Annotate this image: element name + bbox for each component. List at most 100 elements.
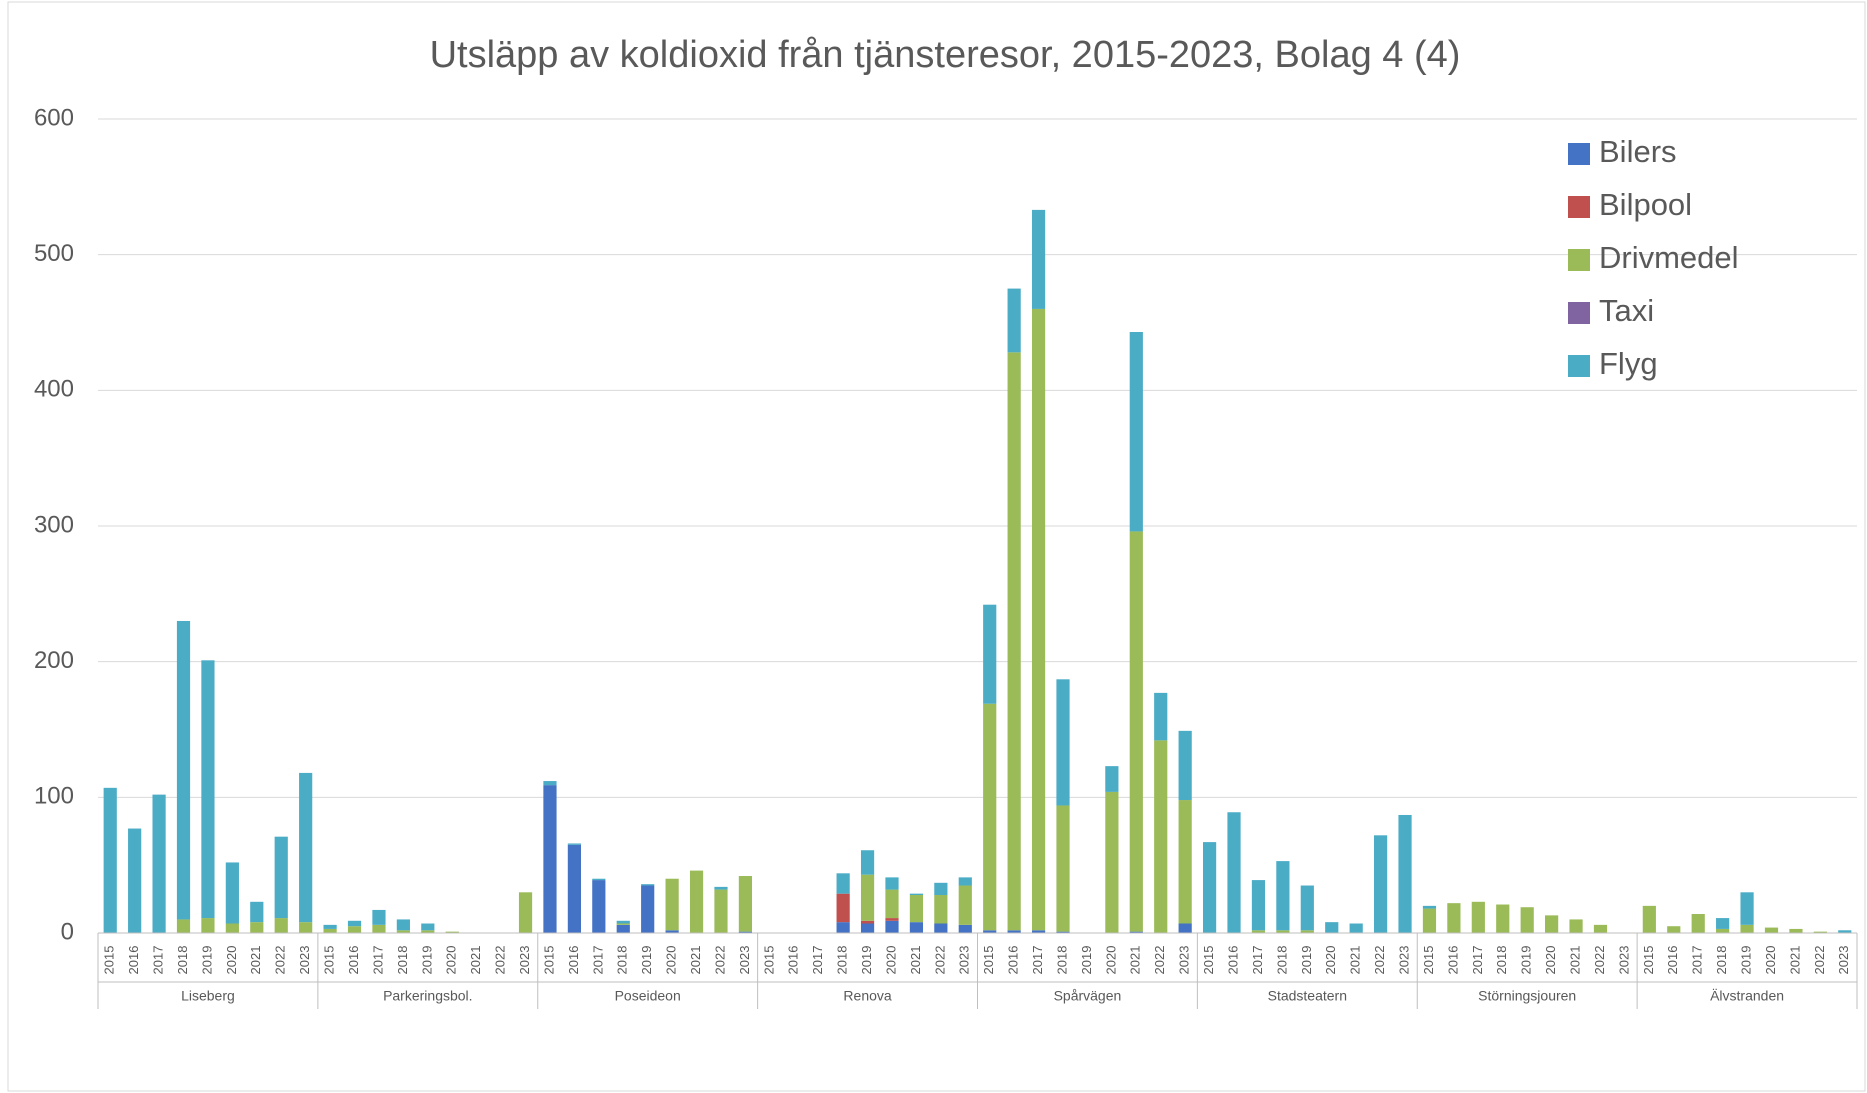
bar-segment xyxy=(665,930,679,933)
x-tick-label: 2022 xyxy=(1812,946,1827,975)
legend-swatch xyxy=(1568,249,1590,271)
bar-segment xyxy=(1227,812,1241,933)
bar-segment xyxy=(1056,805,1070,932)
x-tick-label: 2019 xyxy=(859,946,874,975)
x-tick-label: 2020 xyxy=(883,946,898,975)
bar-segment xyxy=(909,895,924,923)
bar-segment xyxy=(1545,915,1559,933)
bar-segment xyxy=(1154,692,1168,741)
bar-segment xyxy=(152,794,166,933)
bar-segment xyxy=(616,923,630,925)
bar-segment xyxy=(1691,914,1705,933)
x-tick-label: 2021 xyxy=(1567,946,1582,975)
x-tick-label: 2015 xyxy=(761,946,776,975)
bar-segment xyxy=(860,850,875,875)
bar-segment xyxy=(128,828,142,933)
x-tick-label: 2023 xyxy=(737,946,752,975)
group-label: Stadsteatern xyxy=(1268,988,1347,1004)
x-tick-label: 2019 xyxy=(1299,946,1314,975)
x-tick-label: 2017 xyxy=(1030,946,1045,975)
bar-segment xyxy=(372,909,386,925)
bar-segment xyxy=(250,922,264,933)
bar-segment xyxy=(665,878,679,931)
x-tick-label: 2022 xyxy=(273,946,288,975)
bar-segment xyxy=(885,920,899,933)
x-tick-label: 2017 xyxy=(1690,946,1705,975)
x-tick-label: 2016 xyxy=(1225,946,1240,975)
bar-segment xyxy=(860,874,875,921)
x-tick-label: 2018 xyxy=(175,946,190,975)
bar-segment xyxy=(983,703,997,931)
legend-swatch xyxy=(1568,196,1590,218)
y-tick-label: 100 xyxy=(34,783,74,810)
y-tick-label: 200 xyxy=(34,647,74,674)
bar-segment xyxy=(1398,814,1412,933)
bar-segment xyxy=(983,604,997,704)
bar-segment xyxy=(1178,800,1192,924)
bar-segment xyxy=(983,930,997,933)
y-tick-label: 500 xyxy=(34,240,74,267)
bar-segment xyxy=(714,886,728,890)
x-tick-label: 2020 xyxy=(224,946,239,975)
bar-segment xyxy=(909,893,924,896)
x-tick-label: 2018 xyxy=(1494,946,1509,975)
x-tick-label: 2018 xyxy=(1274,946,1289,975)
bar-segment xyxy=(1789,928,1803,933)
legend-swatch xyxy=(1568,302,1590,324)
x-tick-label: 2022 xyxy=(1592,946,1607,975)
bar-segment xyxy=(1129,331,1143,532)
x-tick-label: 2021 xyxy=(688,946,703,975)
bar-segment xyxy=(1105,791,1119,933)
bar-segment xyxy=(1129,931,1143,933)
chart-title: Utsläpp av koldioxid från tjänsteresor, … xyxy=(430,34,1461,76)
bar-segment xyxy=(836,873,850,894)
group-label: Parkeringsbol. xyxy=(383,988,473,1004)
bar-segment xyxy=(176,620,191,920)
legend-label: Bilers xyxy=(1599,134,1677,169)
bar-segment xyxy=(885,889,899,919)
x-tick-label: 2016 xyxy=(126,946,141,975)
bar-segment xyxy=(1300,885,1314,931)
group-label: Renova xyxy=(843,988,891,1004)
x-tick-label: 2015 xyxy=(322,946,337,975)
group-label: Störningsjouren xyxy=(1478,988,1576,1004)
bar-segment xyxy=(934,895,948,924)
bar-segment xyxy=(1374,835,1388,933)
x-tick-label: 2019 xyxy=(1079,946,1094,975)
x-tick-label: 2023 xyxy=(957,946,972,975)
bar-segment xyxy=(567,844,581,933)
x-tick-label: 2017 xyxy=(1470,946,1485,975)
bar-segment xyxy=(958,924,972,933)
bar-segment xyxy=(934,882,948,896)
bar-segment xyxy=(616,920,630,924)
x-tick-label: 2015 xyxy=(1421,946,1436,975)
bar-segment xyxy=(396,919,410,931)
bar-segment xyxy=(885,918,899,921)
x-tick-label: 2022 xyxy=(493,946,508,975)
bar-segment xyxy=(225,923,239,933)
bar-segment xyxy=(934,923,948,933)
bar-segment xyxy=(567,843,581,845)
x-tick-label: 2023 xyxy=(1396,946,1411,975)
x-tick-label: 2019 xyxy=(1739,946,1754,975)
legend-label: Drivmedel xyxy=(1599,240,1739,275)
bar-segment xyxy=(738,876,753,932)
bar-segment xyxy=(641,884,655,886)
bar-segment xyxy=(1129,531,1143,932)
bar-segment xyxy=(1496,904,1510,933)
bar-segment xyxy=(103,787,117,933)
group-label: Liseberg xyxy=(181,988,235,1004)
bar-segment xyxy=(274,918,288,933)
bar-segment xyxy=(1349,923,1363,933)
bar-segment xyxy=(299,772,313,923)
bar-segment xyxy=(250,901,264,923)
bar-segment xyxy=(1178,730,1192,801)
x-tick-label: 2017 xyxy=(151,946,166,975)
bar-segment xyxy=(518,892,533,933)
x-tick-label: 2019 xyxy=(419,946,434,975)
x-tick-label: 2015 xyxy=(1641,946,1656,975)
bar-segment xyxy=(1593,924,1608,933)
x-tick-label: 2020 xyxy=(1323,946,1338,975)
x-tick-label: 2018 xyxy=(1054,946,1069,975)
x-tick-label: 2021 xyxy=(1348,946,1363,975)
